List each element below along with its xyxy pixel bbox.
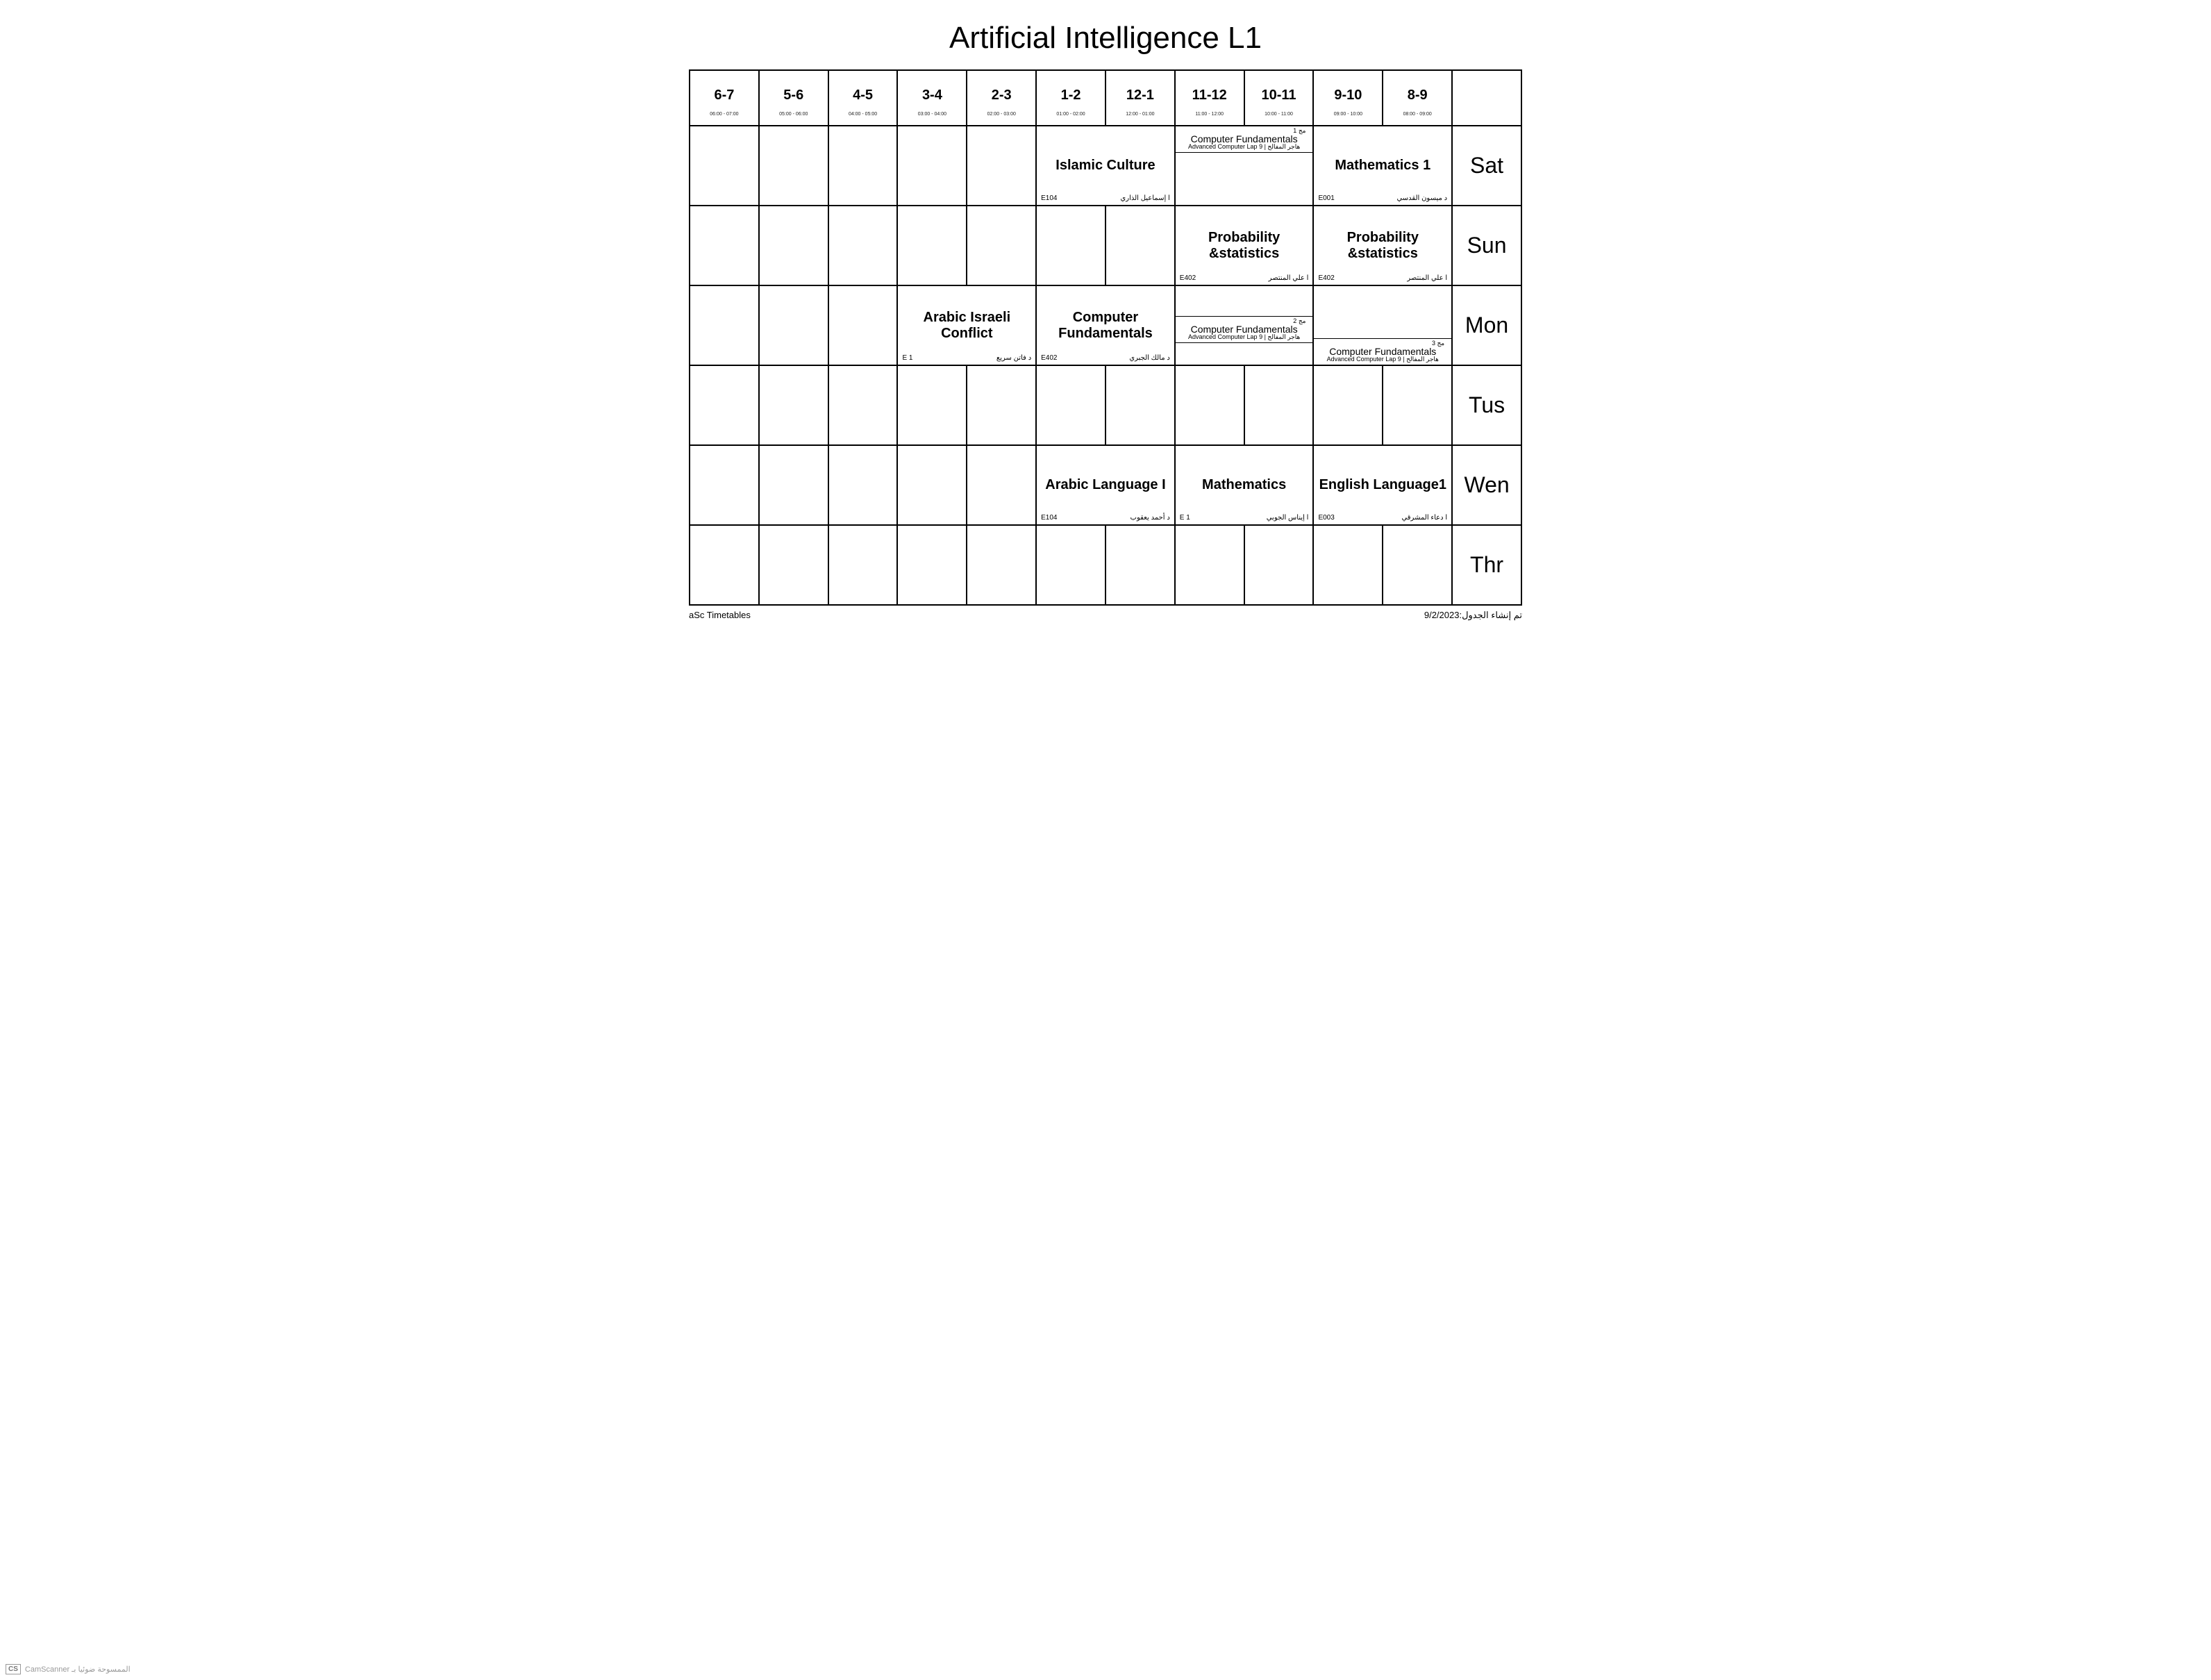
course-teacher: ا دعاء المشرقي: [1401, 514, 1447, 522]
schedule-table: 6-706:00 - 07:00 5-605:00 - 06:00 4-504:…: [689, 69, 1522, 606]
lab-title: Computer Fundamentals: [1178, 324, 1310, 334]
timeslot-header: 12-112:00 - 01:00: [1106, 70, 1175, 126]
table-row: Arabic Language I د أحمد يعقوب E104 Math…: [690, 445, 1521, 525]
table-row: Arabic Israeli Conflict د فاتن سريع E 1 …: [690, 285, 1521, 365]
course-cell: Arabic Language I د أحمد يعقوب E104: [1036, 445, 1175, 525]
course-teacher: ا إسماعيل الذاري: [1120, 194, 1169, 202]
timeslot-header: 8-908:00 - 09:00: [1383, 70, 1452, 126]
course-room: E104: [1041, 514, 1057, 522]
day-label: Tus: [1452, 365, 1521, 445]
lab-title: Computer Fundamentals: [1317, 347, 1449, 356]
course-title: Islamic Culture: [1056, 158, 1155, 174]
course-room: E003: [1318, 514, 1334, 522]
timeslot-header: 10-1110:00 - 11:00: [1244, 70, 1314, 126]
course-teacher: ا علي المنتصر: [1407, 274, 1447, 282]
lab-cell: مج 2 Computer Fundamentals هاجر المفالح …: [1175, 285, 1314, 365]
timeslot-header: 6-706:00 - 07:00: [690, 70, 759, 126]
course-title: Arabic Israeli Conflict: [901, 310, 1033, 342]
page-footer: aSc Timetables تم إنشاء الجدول:9/2/2023: [689, 610, 1522, 621]
course-cell: Islamic Culture ا إسماعيل الذاري E104: [1036, 126, 1175, 206]
course-room: E 1: [902, 354, 912, 362]
course-teacher: د ميسون القدسي: [1396, 194, 1447, 202]
table-row: Islamic Culture ا إسماعيل الذاري E104 مج…: [690, 126, 1521, 206]
timeslot-header: 1-201:00 - 02:00: [1036, 70, 1106, 126]
course-title: Probability &statistics: [1317, 230, 1449, 262]
course-teacher: ا علي المنتصر: [1269, 274, 1309, 282]
timeslot-header: 9-1009:00 - 10:00: [1313, 70, 1383, 126]
course-teacher: ا إيناس الجوبي: [1267, 514, 1309, 522]
course-room: E402: [1180, 274, 1196, 282]
course-title: English Language1: [1319, 477, 1446, 493]
course-title: Computer Fundamentals: [1040, 310, 1171, 342]
course-room: E402: [1318, 274, 1334, 282]
timeslot-header: 5-605:00 - 06:00: [759, 70, 828, 126]
table-row: Probability &statistics ا علي المنتصر E4…: [690, 206, 1521, 285]
course-cell: English Language1 ا دعاء المشرقي E003: [1313, 445, 1452, 525]
course-cell: Mathematics ا إيناس الجوبي E 1: [1175, 445, 1314, 525]
watermark-text: CamScanner الممسوحة ضوئيا بـ: [25, 1665, 131, 1674]
course-room: E 1: [1180, 514, 1190, 522]
course-title: Probability &statistics: [1178, 230, 1310, 262]
lab-title: Computer Fundamentals: [1178, 134, 1310, 144]
timeslot-header: 2-302:00 - 03:00: [967, 70, 1036, 126]
course-teacher: د فاتن سريع: [996, 354, 1031, 362]
lab-cell: مج 1 Computer Fundamentals هاجر المفالح …: [1175, 126, 1314, 206]
timeslot-header: 11-1211:00 - 12:00: [1175, 70, 1244, 126]
course-cell: Mathematics 1 د ميسون القدسي E001: [1313, 126, 1452, 206]
day-label: Sun: [1452, 206, 1521, 285]
course-room: E104: [1041, 194, 1057, 202]
timetable-page: Artificial Intelligence L1 6-706:00 - 07…: [689, 21, 1522, 621]
course-cell: Computer Fundamentals د مالك الجبري E402: [1036, 285, 1175, 365]
course-cell: Probability &statistics ا علي المنتصر E4…: [1313, 206, 1452, 285]
lab-sub: هاجر المفالح | Advanced Computer Lap 9: [1178, 334, 1310, 341]
timeslot-header: 4-504:00 - 05:00: [828, 70, 898, 126]
day-header-blank: [1452, 70, 1521, 126]
course-cell: Arabic Israeli Conflict د فاتن سريع E 1: [897, 285, 1036, 365]
course-title: Mathematics: [1202, 477, 1286, 493]
page-title: Artificial Intelligence L1: [689, 21, 1522, 56]
course-room: E402: [1041, 354, 1057, 362]
day-label: Wen: [1452, 445, 1521, 525]
course-title: Mathematics 1: [1335, 158, 1430, 174]
table-row: Tus: [690, 365, 1521, 445]
course-title: Arabic Language I: [1045, 477, 1165, 493]
course-teacher: د مالك الجبري: [1129, 354, 1170, 362]
lab-sub: هاجر المفالح | Advanced Computer Lap 9: [1178, 144, 1310, 151]
day-label: Mon: [1452, 285, 1521, 365]
footer-left: aSc Timetables: [689, 610, 751, 621]
footer-right: تم إنشاء الجدول:9/2/2023: [1424, 610, 1522, 621]
course-room: E001: [1318, 194, 1334, 202]
course-teacher: د أحمد يعقوب: [1130, 514, 1170, 522]
table-header: 6-706:00 - 07:00 5-605:00 - 06:00 4-504:…: [690, 70, 1521, 126]
scanner-watermark: CS CamScanner الممسوحة ضوئيا بـ: [6, 1664, 131, 1674]
course-cell: Probability &statistics ا علي المنتصر E4…: [1175, 206, 1314, 285]
cs-badge-icon: CS: [6, 1664, 21, 1674]
lab-cell: مج 3 Computer Fundamentals هاجر المفالح …: [1313, 285, 1452, 365]
timeslot-header: 3-403:00 - 04:00: [897, 70, 967, 126]
day-label: Thr: [1452, 525, 1521, 605]
lab-sub: هاجر المفالح | Advanced Computer Lap 9: [1317, 356, 1449, 363]
table-row: Thr: [690, 525, 1521, 605]
day-label: Sat: [1452, 126, 1521, 206]
